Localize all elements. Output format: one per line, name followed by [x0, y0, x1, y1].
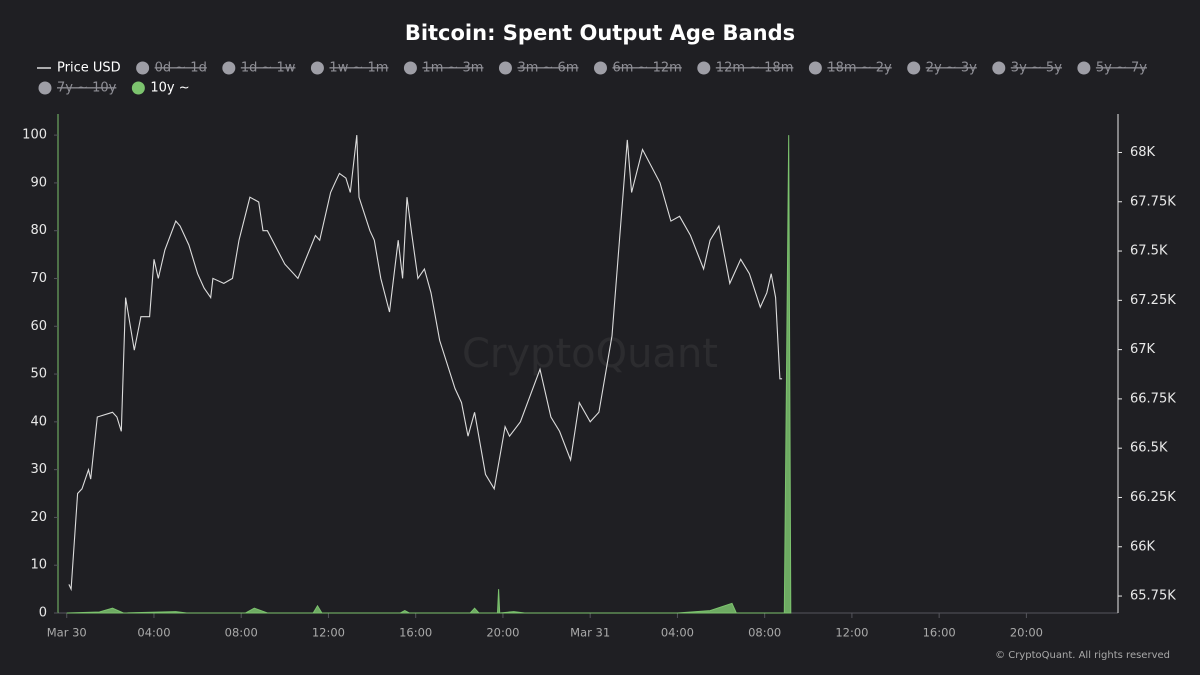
watermark: CryptoQuant — [462, 331, 718, 377]
y-tick-label: 90 — [30, 175, 47, 190]
x-tick-label: 08:00 — [748, 626, 781, 640]
y-tick-label: 60 — [30, 319, 47, 334]
y-tick-label: 0 — [39, 606, 47, 621]
legend-swatch — [38, 81, 52, 95]
chart-title: Bitcoin: Spent Output Age Bands — [405, 21, 795, 45]
y2-tick-label: 67.25K — [1130, 293, 1176, 308]
legend-swatch — [403, 61, 417, 75]
y-tick-label: 50 — [30, 367, 47, 382]
y2-tick-label: 66.25K — [1130, 490, 1176, 505]
legend-label: Price USD — [57, 61, 121, 76]
legend-label: 18m ~ 2y — [827, 61, 892, 76]
x-tick-label: 08:00 — [225, 626, 258, 640]
x-tick-label: 12:00 — [312, 626, 345, 640]
x-tick-label: Mar 30 — [47, 626, 87, 640]
y-tick-label: 100 — [22, 128, 47, 143]
legend-label: 3m ~ 6m — [517, 61, 578, 76]
y-tick-label: 40 — [30, 414, 47, 429]
legend-label: 12m ~ 18m — [716, 61, 794, 76]
y-tick-label: 70 — [30, 271, 47, 286]
x-tick-label: 16:00 — [923, 626, 956, 640]
y2-tick-label: 65.75K — [1130, 589, 1176, 604]
legend-label: 1m ~ 3m — [422, 61, 483, 76]
x-tick-label: 04:00 — [137, 626, 170, 640]
legend-label: 5y ~ 7y — [1096, 61, 1147, 76]
x-tick-label: Mar 31 — [570, 626, 610, 640]
legend-swatch — [222, 61, 236, 75]
legend-label: 0d ~ 1d — [155, 61, 207, 76]
legend-swatch — [697, 61, 711, 75]
legend-swatch — [593, 61, 607, 75]
y-tick-label: 80 — [30, 223, 47, 238]
legend-label: 3y ~ 5y — [1011, 61, 1062, 76]
legend-swatch — [992, 61, 1006, 75]
legend-label: 1w ~ 1m — [329, 61, 388, 76]
area — [66, 135, 792, 614]
legend-swatch — [131, 81, 145, 95]
y2-tick-label: 67.5K — [1130, 244, 1168, 259]
y2-tick-label: 67.75K — [1130, 194, 1176, 209]
legend-label: 1d ~ 1w — [241, 61, 296, 76]
y-tick-label: 20 — [30, 510, 47, 525]
line — [68, 135, 783, 592]
y2-tick-label: 66.75K — [1130, 391, 1176, 406]
footer: © CryptoQuant. All rights reserved — [995, 650, 1170, 661]
x-tick-label: 16:00 — [399, 626, 432, 640]
legend-label: 6m ~ 12m — [612, 61, 681, 76]
y2-tick-label: 66.5K — [1130, 441, 1168, 456]
x-tick-label: 04:00 — [661, 626, 694, 640]
legend-swatch — [808, 61, 822, 75]
legend-swatch — [136, 61, 150, 75]
x-tick-label: 20:00 — [1010, 626, 1043, 640]
y2-tick-label: 66K — [1130, 539, 1156, 554]
y-tick-label: 30 — [30, 462, 47, 477]
x-tick-label: 20:00 — [486, 626, 519, 640]
legend-label: 7y ~ 10y — [57, 81, 117, 96]
legend-swatch — [498, 61, 512, 75]
legend-swatch — [907, 61, 921, 75]
legend-swatch — [310, 61, 324, 75]
y2-tick-label: 67K — [1130, 342, 1156, 357]
y-tick-label: 10 — [30, 558, 47, 573]
legend-label: 10y ~ — [150, 81, 189, 96]
legend-label: 2y ~ 3y — [926, 61, 977, 76]
y2-tick-label: 68K — [1130, 145, 1156, 160]
legend-swatch — [1077, 61, 1091, 75]
x-tick-label: 12:00 — [835, 626, 868, 640]
